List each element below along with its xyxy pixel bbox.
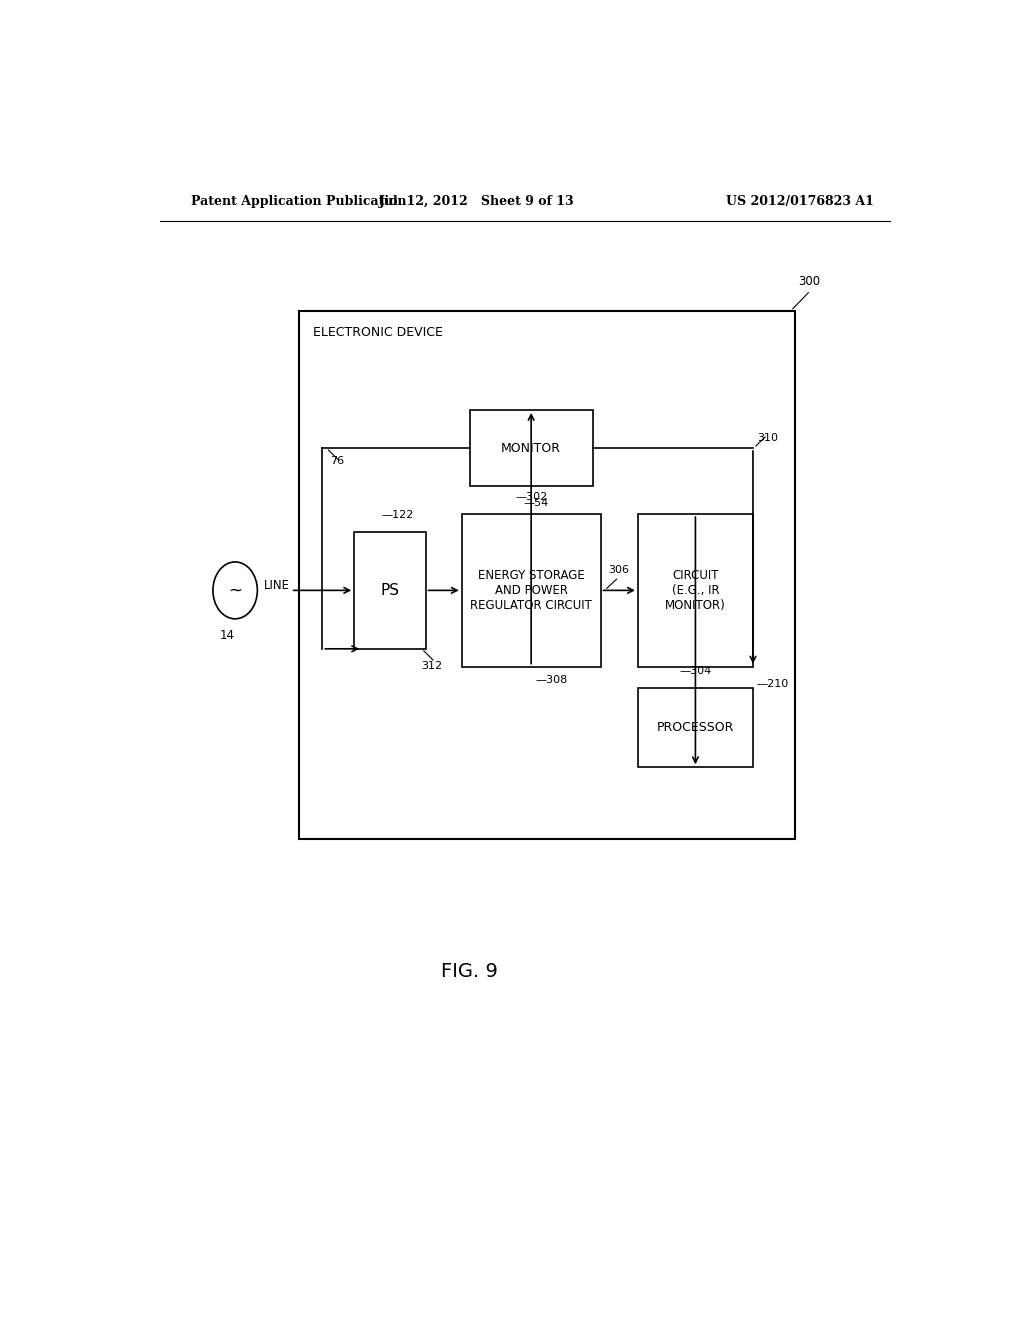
Text: PROCESSOR: PROCESSOR (656, 721, 734, 734)
Text: ELECTRONIC DEVICE: ELECTRONIC DEVICE (313, 326, 442, 339)
Text: CIRCUIT
(E.G., IR
MONITOR): CIRCUIT (E.G., IR MONITOR) (665, 569, 726, 612)
Text: ~: ~ (228, 581, 242, 599)
Bar (638, 688, 753, 767)
Text: —302: —302 (515, 492, 548, 502)
Text: 312: 312 (422, 661, 442, 671)
Bar (462, 515, 601, 667)
Text: —122: —122 (382, 510, 415, 520)
Text: PS: PS (380, 583, 399, 598)
Text: —54: —54 (523, 499, 549, 508)
Text: US 2012/0176823 A1: US 2012/0176823 A1 (726, 194, 873, 207)
Text: Jul. 12, 2012   Sheet 9 of 13: Jul. 12, 2012 Sheet 9 of 13 (379, 194, 575, 207)
Bar (354, 532, 426, 649)
Text: LINE: LINE (264, 578, 290, 591)
Text: —308: —308 (536, 675, 567, 685)
Text: ENERGY STORAGE
AND POWER
REGULATOR CIRCUIT: ENERGY STORAGE AND POWER REGULATOR CIRCU… (470, 569, 592, 612)
Text: 310: 310 (757, 433, 778, 444)
Text: 76: 76 (331, 457, 344, 466)
Bar (470, 411, 593, 486)
Text: 306: 306 (608, 565, 630, 576)
Bar (299, 312, 795, 840)
Text: MONITOR: MONITOR (501, 442, 561, 454)
Text: 300: 300 (799, 276, 820, 289)
Bar (638, 515, 753, 667)
Text: Patent Application Publication: Patent Application Publication (191, 194, 407, 207)
Text: 14: 14 (220, 630, 234, 642)
Text: FIG. 9: FIG. 9 (440, 962, 498, 981)
Text: —210: —210 (757, 678, 790, 689)
Text: —304: —304 (680, 665, 712, 676)
